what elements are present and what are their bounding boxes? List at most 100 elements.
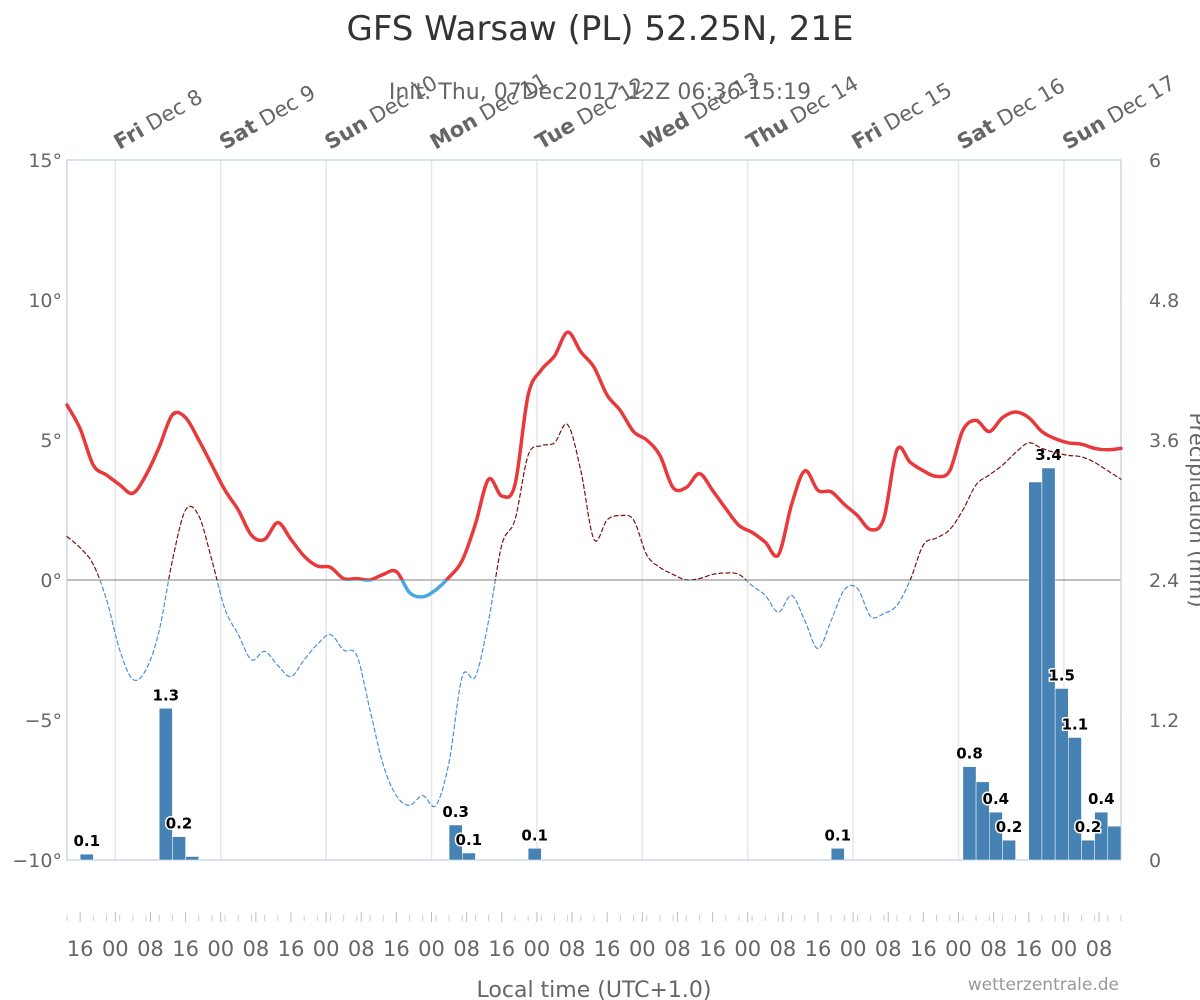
x-tick-label: 00	[207, 937, 234, 961]
day-date: Dec 9	[255, 80, 320, 131]
x-tick-label: 08	[453, 937, 480, 961]
bar-value-label: 1.3	[153, 686, 180, 704]
dewpoint-line	[66, 423, 1122, 808]
bar-value-label: 0.1	[521, 826, 548, 844]
bar-value-label: 0.2	[166, 815, 193, 833]
precipitation-bar	[158, 708, 173, 861]
y2-tick-label: 2.4	[1149, 570, 1179, 592]
precipitation-bar	[1081, 839, 1095, 861]
x-tick-label: 08	[559, 937, 586, 961]
y2-axis-label: Precipitation (mm)	[1185, 412, 1200, 607]
y2-tick-label: 4.8	[1149, 290, 1179, 312]
day-weekday: Fri	[848, 118, 886, 154]
day-weekday: Fri	[110, 118, 148, 154]
day-label: Sun Dec 17	[1058, 71, 1179, 155]
bar-value-label: 0.4	[1088, 790, 1115, 808]
x-tick-label: 00	[102, 937, 129, 961]
day-date: Dec 16	[993, 74, 1069, 132]
precipitation-bar	[1041, 467, 1056, 861]
bar-value-label: 1.1	[1062, 716, 1089, 734]
day-weekday: Mon	[426, 108, 482, 154]
bar-value-label: 0.1	[73, 832, 100, 850]
bar-value-label: 0.4	[983, 790, 1010, 808]
precipitation-bar	[1028, 481, 1043, 861]
x-tick-label: 08	[1086, 937, 1113, 961]
day-label: Sun Dec 10	[321, 71, 442, 155]
x-tick-label: 00	[313, 937, 340, 961]
precipitation-bar	[989, 811, 1003, 861]
credit: wetterzentrale.de	[968, 975, 1119, 995]
x-tick-label: 00	[734, 937, 761, 961]
x-tick-label: 00	[418, 937, 445, 961]
day-weekday: Thu	[742, 111, 792, 154]
bar-value-label: 1.5	[1048, 667, 1075, 685]
y-tick-label: 5°	[40, 430, 62, 452]
day-label: Fri Dec 15	[848, 78, 956, 154]
y-tick-label: −5°	[24, 710, 62, 732]
bar-value-label: 0.2	[996, 818, 1023, 836]
x-tick-label: 08	[769, 937, 796, 961]
day-weekday: Tue	[531, 113, 579, 154]
x-tick-label: 00	[1051, 937, 1078, 961]
x-tick-label: 00	[524, 937, 551, 961]
y-tick-label: 10°	[28, 290, 62, 312]
x-tick-label: 16	[488, 937, 515, 961]
bar-value-label: 3.4	[1035, 446, 1062, 464]
day-date: Dec 17	[1103, 71, 1179, 129]
x-tick-label: 16	[910, 937, 937, 961]
precipitation-bar	[1068, 737, 1082, 861]
x-tick-label: 16	[278, 937, 305, 961]
day-date: Dec 15	[880, 78, 956, 136]
plot-border	[66, 159, 1122, 861]
precipitation-bar	[1002, 839, 1016, 861]
precipitation-bar	[1107, 825, 1122, 861]
x-tick-label: 16	[67, 937, 94, 961]
y2-tick-label: 1.2	[1149, 710, 1179, 732]
precipitation-bar	[830, 848, 845, 861]
day-weekday: Sun	[321, 111, 372, 154]
day-label: Sat Dec 16	[953, 74, 1069, 155]
x-tick-label: 00	[840, 937, 867, 961]
precipitation-bar	[1054, 688, 1069, 861]
day-weekday: Sun	[1058, 111, 1109, 154]
x-tick-label: 16	[383, 937, 410, 961]
y-tick-label: 15°	[28, 150, 62, 172]
x-tick-label: 08	[664, 937, 691, 961]
day-label: Fri Dec 8	[110, 85, 207, 155]
y-tick-label: −10°	[12, 850, 62, 872]
bar-value-label: 0.1	[824, 826, 851, 844]
x-tick-label: 16	[594, 937, 621, 961]
precipitation-bar	[462, 852, 476, 861]
precipitation-bar	[962, 766, 977, 861]
day-weekday: Sat	[953, 114, 999, 154]
bar-value-label: 0.2	[1075, 818, 1102, 836]
precipitation-bar	[185, 856, 199, 861]
x-tick-label: 00	[629, 937, 656, 961]
x-tick-label: 08	[980, 937, 1007, 961]
y2-tick-label: 0	[1149, 850, 1161, 872]
y2-tick-label: 6	[1149, 150, 1161, 172]
bar-value-label: 0.8	[956, 745, 983, 763]
bar-value-label: 0.1	[456, 831, 483, 849]
precipitation-bar	[448, 824, 463, 861]
y2-tick-label: 3.6	[1149, 430, 1179, 452]
day-weekday: Sat	[215, 114, 261, 154]
day-weekday: Wed	[637, 108, 694, 155]
temperature-line	[65, 330, 1123, 599]
x-tick-label: 08	[875, 937, 902, 961]
y-tick-label: 0°	[40, 570, 62, 592]
x-tick-label: 08	[137, 937, 164, 961]
precipitation-bar	[527, 848, 542, 861]
x-tick-label: 16	[1015, 937, 1042, 961]
chart-title: GFS Warsaw (PL) 52.25N, 21E	[346, 9, 853, 49]
precipitation-bar	[172, 836, 186, 861]
x-tick-label: 16	[805, 937, 832, 961]
x-tick-label: 08	[242, 937, 269, 961]
x-tick-label: 08	[348, 937, 375, 961]
x-tick-label: 00	[945, 937, 972, 961]
x-axis-label: Local time (UTC+1.0)	[477, 978, 712, 1000]
x-tick-label: 16	[172, 937, 199, 961]
day-date: Dec 8	[142, 85, 207, 136]
precipitation-bar	[79, 853, 94, 861]
